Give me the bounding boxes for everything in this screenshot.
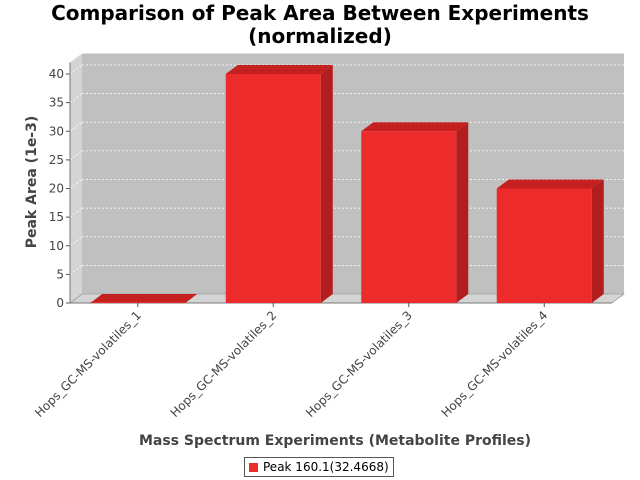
chart-title-line-1: Comparison of Peak Area Between Experime…: [51, 1, 589, 25]
bar-side: [591, 179, 604, 303]
gridline-wall: [69, 265, 83, 275]
x-tick-label: Hops_GC-MS-volatiles_1: [32, 308, 144, 420]
chart-title-line-2: (normalized): [248, 24, 392, 48]
y-tick-label: 5: [56, 267, 64, 281]
bar-top: [225, 65, 333, 74]
plot-left-wall: [70, 53, 82, 303]
y-tick-label: 30: [49, 124, 64, 138]
gridline-wall: [69, 236, 83, 247]
plot-background: [82, 53, 624, 294]
gridline-wall: [69, 179, 83, 189]
bar: [225, 74, 321, 303]
x-tick-label: Hops_GC-MS-volatiles_4: [439, 308, 551, 420]
gridline-wall: [69, 207, 83, 218]
gridline-wall: [69, 93, 83, 103]
legend-label: Peak 160.1(32.4668): [263, 460, 389, 474]
y-tick-label: 15: [49, 210, 64, 224]
x-axis-label: Mass Spectrum Experiments (Metabolite Pr…: [139, 433, 531, 449]
gridline-wall: [69, 64, 83, 75]
y-tick-label: 10: [49, 239, 64, 253]
legend: Peak 160.1(32.4668): [244, 457, 394, 477]
x-tick-label: Hops_GC-MS-volatiles_3: [303, 308, 415, 420]
bar: [361, 131, 457, 303]
bar: [90, 302, 186, 303]
legend-swatch: [249, 462, 258, 472]
y-tick-label: 0: [56, 296, 64, 310]
bar: [496, 188, 592, 303]
y-tick-label: 35: [49, 96, 64, 110]
y-axis-label: Peak Area (1e-3): [24, 116, 40, 249]
y-tick-label: 25: [49, 153, 64, 167]
y-tick-label: 20: [49, 182, 64, 196]
x-tick-label: Hops_GC-MS-volatiles_2: [168, 308, 280, 420]
bar-side: [456, 122, 469, 303]
y-tick-label: 40: [49, 67, 64, 81]
chart-title: Comparison of Peak Area Between Experime…: [0, 2, 640, 48]
gridline-wall: [69, 121, 83, 132]
bar-top: [496, 179, 604, 189]
bar-side: [320, 65, 333, 303]
bar-top: [361, 122, 469, 132]
gridline-wall: [69, 150, 83, 161]
bar-top: [90, 294, 198, 303]
